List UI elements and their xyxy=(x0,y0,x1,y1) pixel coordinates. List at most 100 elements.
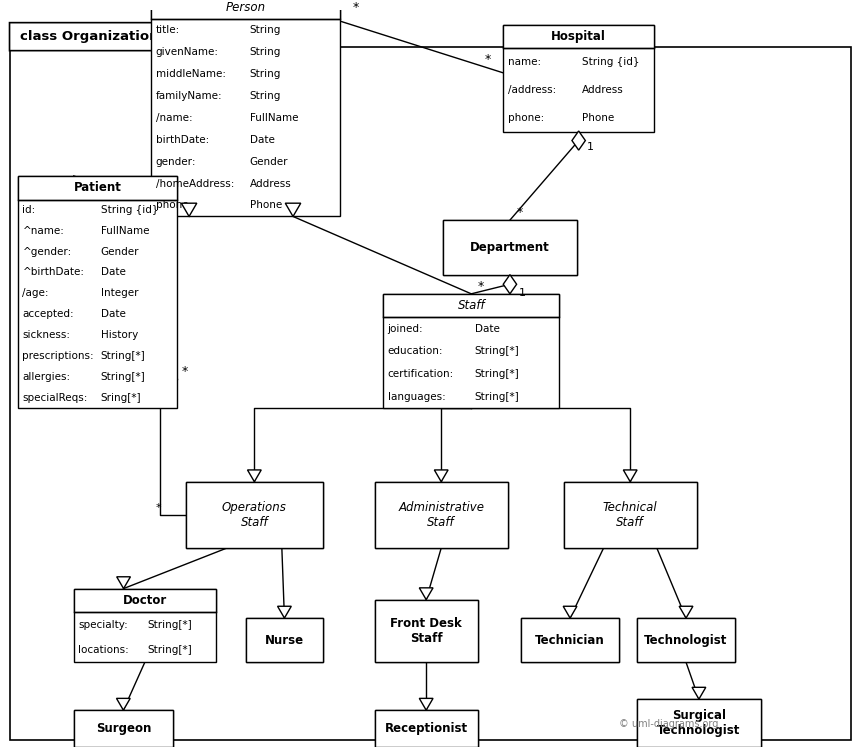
Text: sickness:: sickness: xyxy=(22,330,71,340)
FancyBboxPatch shape xyxy=(563,482,697,548)
Text: String: String xyxy=(249,25,281,35)
Text: name:: name: xyxy=(507,58,541,67)
Text: phone:: phone: xyxy=(507,113,544,123)
Text: /name:: /name: xyxy=(156,113,192,123)
FancyBboxPatch shape xyxy=(246,618,323,663)
Text: accepted:: accepted: xyxy=(22,309,74,319)
Text: String {id}: String {id} xyxy=(101,205,158,215)
Text: Surgeon: Surgeon xyxy=(95,722,151,735)
FancyBboxPatch shape xyxy=(18,176,177,199)
Text: String: String xyxy=(249,91,281,101)
Polygon shape xyxy=(692,687,706,699)
Text: Receptionist: Receptionist xyxy=(384,722,468,735)
Polygon shape xyxy=(286,203,301,217)
Text: locations:: locations: xyxy=(78,645,129,654)
Polygon shape xyxy=(420,588,433,600)
Polygon shape xyxy=(624,470,637,482)
Text: education:: education: xyxy=(388,347,443,356)
Text: String[*]: String[*] xyxy=(101,351,145,361)
Text: 1: 1 xyxy=(587,142,594,152)
Text: Staff: Staff xyxy=(458,299,485,312)
Text: languages:: languages: xyxy=(388,391,445,402)
Text: Address: Address xyxy=(249,179,292,188)
FancyBboxPatch shape xyxy=(9,47,851,740)
Polygon shape xyxy=(278,607,292,618)
Text: Date: Date xyxy=(249,134,274,145)
FancyBboxPatch shape xyxy=(520,618,619,663)
Text: Technologist: Technologist xyxy=(644,633,728,647)
FancyBboxPatch shape xyxy=(246,618,323,663)
Text: birthDate:: birthDate: xyxy=(156,134,209,145)
Text: String[*]: String[*] xyxy=(148,645,193,654)
FancyBboxPatch shape xyxy=(375,600,477,663)
Text: *: * xyxy=(353,1,359,13)
Polygon shape xyxy=(248,470,261,482)
Text: Phone: Phone xyxy=(249,200,282,211)
FancyBboxPatch shape xyxy=(520,618,619,663)
Text: Patient: Patient xyxy=(74,182,121,194)
Polygon shape xyxy=(9,22,169,51)
Text: id:: id: xyxy=(22,205,35,215)
Text: familyName:: familyName: xyxy=(156,91,222,101)
Text: Date: Date xyxy=(101,267,126,277)
FancyBboxPatch shape xyxy=(636,699,761,747)
Text: Address: Address xyxy=(581,85,624,95)
Text: Department: Department xyxy=(470,241,550,254)
Text: String[*]: String[*] xyxy=(475,369,519,379)
FancyBboxPatch shape xyxy=(375,482,507,548)
Text: Nurse: Nurse xyxy=(265,633,304,647)
Text: /age:: /age: xyxy=(22,288,49,298)
FancyBboxPatch shape xyxy=(186,482,323,548)
FancyBboxPatch shape xyxy=(503,25,654,131)
Text: *: * xyxy=(156,503,161,513)
Text: String[*]: String[*] xyxy=(475,347,519,356)
Text: ^gender:: ^gender: xyxy=(22,247,71,257)
Polygon shape xyxy=(679,607,693,618)
Text: String: String xyxy=(249,69,281,79)
Text: middleName:: middleName: xyxy=(156,69,225,79)
Text: History: History xyxy=(101,330,138,340)
FancyBboxPatch shape xyxy=(375,710,477,747)
FancyBboxPatch shape xyxy=(636,618,735,663)
Polygon shape xyxy=(563,607,577,618)
Text: Front Desk
Staff: Front Desk Staff xyxy=(390,617,462,645)
FancyBboxPatch shape xyxy=(636,699,761,747)
Text: /address:: /address: xyxy=(507,85,556,95)
FancyBboxPatch shape xyxy=(444,220,576,276)
FancyBboxPatch shape xyxy=(384,294,559,408)
Text: allergies:: allergies: xyxy=(22,372,71,382)
FancyBboxPatch shape xyxy=(563,482,697,548)
Text: Integer: Integer xyxy=(101,288,138,298)
FancyBboxPatch shape xyxy=(74,710,173,747)
Text: Technician: Technician xyxy=(535,633,605,647)
Text: *: * xyxy=(181,365,187,378)
Text: /homeAddress:: /homeAddress: xyxy=(156,179,234,188)
Text: gender:: gender: xyxy=(156,157,196,167)
Polygon shape xyxy=(117,577,131,589)
Text: Date: Date xyxy=(101,309,126,319)
FancyBboxPatch shape xyxy=(186,482,323,548)
Text: phone:: phone: xyxy=(156,200,192,211)
Text: Hospital: Hospital xyxy=(551,30,606,43)
Text: Sring[*]: Sring[*] xyxy=(101,393,141,403)
Text: specialty:: specialty: xyxy=(78,620,128,630)
FancyBboxPatch shape xyxy=(74,589,216,612)
Text: Date: Date xyxy=(475,323,500,334)
Text: ^birthDate:: ^birthDate: xyxy=(22,267,84,277)
Text: Technical
Staff: Technical Staff xyxy=(603,501,658,529)
FancyBboxPatch shape xyxy=(444,220,576,276)
Text: *: * xyxy=(478,280,484,293)
Text: Gender: Gender xyxy=(101,247,139,257)
Text: *: * xyxy=(517,206,523,220)
Text: Gender: Gender xyxy=(249,157,288,167)
FancyBboxPatch shape xyxy=(74,710,173,747)
Text: specialReqs:: specialReqs: xyxy=(22,393,88,403)
Text: FullName: FullName xyxy=(101,226,150,236)
Text: Operations
Staff: Operations Staff xyxy=(222,501,286,529)
Text: Phone: Phone xyxy=(581,113,614,123)
Text: 1: 1 xyxy=(519,288,525,298)
FancyBboxPatch shape xyxy=(503,25,654,49)
FancyBboxPatch shape xyxy=(375,600,477,663)
Text: String {id}: String {id} xyxy=(581,58,639,67)
Text: String[*]: String[*] xyxy=(148,620,193,630)
